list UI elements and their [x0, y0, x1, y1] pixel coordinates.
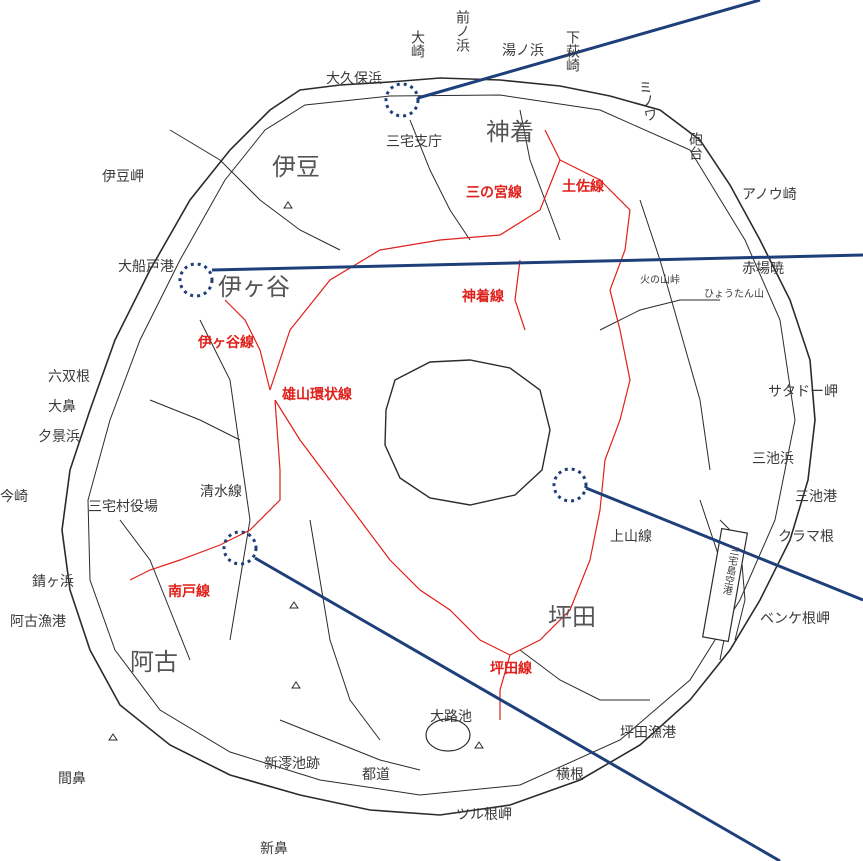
label-mae-no-hama: 前ノ浜	[454, 10, 470, 52]
label-todo: 都道	[362, 767, 390, 783]
route-oyama-loop: 雄山環状線	[282, 387, 352, 403]
coastline-inner	[87, 94, 796, 796]
route-kamitsuki: 神着線	[462, 289, 504, 305]
marker-okubohama	[384, 82, 420, 118]
airport-runway	[701, 527, 749, 643]
label-sabigahama: 錆ヶ浜	[32, 574, 74, 590]
label-oosaki: 大崎	[409, 30, 425, 58]
label-hodai: 砲台	[687, 132, 703, 160]
route-kamiyama: 上山線	[610, 529, 652, 545]
road-network	[119, 109, 746, 771]
route-igaya: 伊ヶ谷線	[198, 335, 254, 351]
label-hinoyama-toge: 火の山峠	[640, 275, 680, 286]
label-tsurune-misaki: ツル根岬	[456, 807, 512, 823]
marker-nando	[222, 530, 258, 566]
district-tsubota: 坪田	[548, 603, 596, 631]
label-satado-misaki: サタドー岬	[768, 384, 838, 400]
red-road-network	[129, 129, 631, 720]
route-tosa: 土佐線	[562, 179, 604, 195]
label-benkene-misaki: ベンケ根岬	[760, 611, 830, 627]
label-kurama-ne: クラマ根	[778, 529, 834, 545]
label-akabakkyo: 赤場暁	[742, 261, 784, 277]
crater-rim	[384, 359, 551, 506]
label-izu-misaki: 伊豆岬	[102, 169, 144, 185]
label-oohana: 大鼻	[48, 399, 76, 415]
label-okubohama: 大久保浜	[326, 71, 382, 87]
marker-oofunato	[178, 262, 214, 298]
label-imasaki: 今崎	[0, 489, 28, 505]
label-anou-zaki: アノウ崎	[742, 187, 797, 203]
label-shimo-hagisaki: 下萩崎	[564, 30, 580, 72]
label-oroike: 大路池	[430, 709, 472, 725]
route-tsubota: 坪田線	[490, 661, 532, 677]
coastline-outer	[61, 77, 816, 816]
route-nando: 南戸線	[168, 584, 210, 600]
district-ako: 阿古	[130, 648, 178, 676]
district-igaya: 伊ヶ谷	[218, 273, 290, 301]
summit-markers	[108, 201, 484, 749]
label-miyake-village-office: 三宅村役場	[88, 499, 158, 515]
label-mahana: 間鼻	[58, 771, 86, 787]
district-izu: 伊豆	[272, 153, 320, 181]
label-miike-ko: 三池港	[795, 489, 837, 505]
label-miike-hama: 三池浜	[752, 451, 794, 467]
location-markers	[178, 82, 588, 566]
label-rokusoune: 六双根	[48, 369, 90, 385]
label-yuukei-hama: 夕景浜	[38, 429, 80, 445]
label-miyake-shicho: 三宅支庁	[386, 134, 442, 150]
label-shinmioike-ato: 新澪池跡	[264, 756, 320, 772]
label-shinhana: 新鼻	[260, 841, 288, 857]
route-sannomiya: 三の宮線	[466, 185, 522, 201]
label-yunohama: 湯ノ浜	[502, 43, 544, 59]
district-kamitsuki: 神着	[486, 118, 534, 146]
label-tsubota-gyoko: 坪田漁港	[620, 725, 676, 741]
oroike-pond	[425, 718, 471, 752]
label-yokone: 横根	[556, 767, 584, 783]
callout-lines	[211, 0, 863, 861]
marker-crater-east	[552, 467, 588, 503]
route-shimizu: 清水線	[200, 484, 242, 500]
label-ako-gyoko: 阿古漁港	[10, 614, 66, 630]
label-hyoutanyama: ひょうたん山	[704, 289, 764, 300]
label-oofunato-ko: 大船戸港	[118, 259, 174, 275]
